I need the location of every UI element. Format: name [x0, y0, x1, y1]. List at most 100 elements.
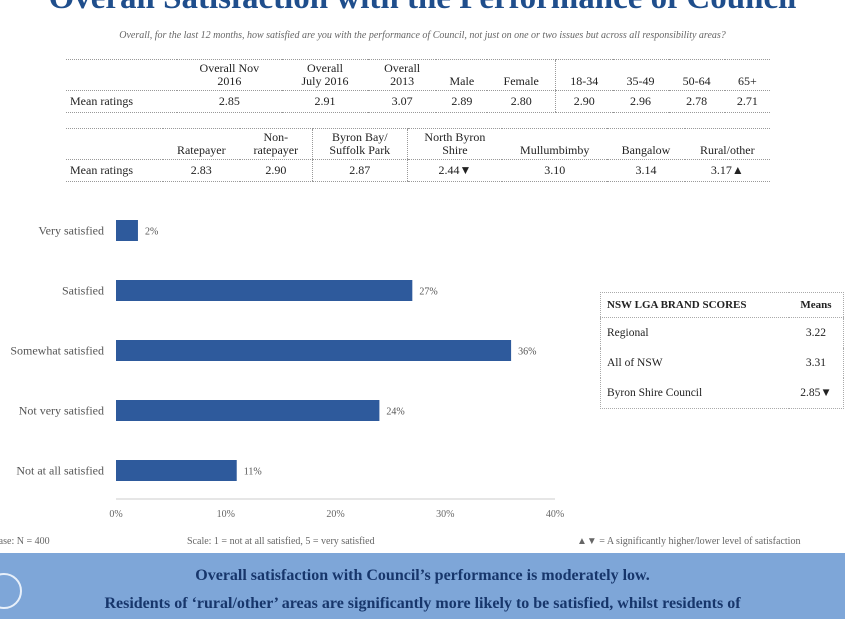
page-title: Overall Satisfaction with the Performanc… — [0, 0, 845, 17]
value-label: 11% — [244, 467, 262, 478]
summary-line-2: Residents of ‘rural/other’ areas are sig… — [104, 595, 741, 612]
summary-line-1: Overall satisfaction with Council’s perf… — [195, 567, 650, 584]
brand-label: Byron Shire Council — [607, 387, 703, 399]
tick-label: 30% — [436, 509, 454, 520]
column-header: 35-49 — [612, 59, 669, 91]
tick-label: 0% — [109, 509, 122, 520]
footnote-base: Base: N = 400 — [0, 536, 50, 547]
table-header-row: Ratepayer Non-ratepayer Byron Bay/Suffolk … — [66, 128, 770, 160]
column-header-line: Bangalow — [621, 143, 671, 157]
column-header: Ratepayer — [162, 128, 240, 160]
table-cell: 2.89 — [436, 90, 488, 113]
category-label: Very satisfied — [38, 224, 104, 238]
column-header-line: 65+ — [737, 74, 757, 88]
bar — [116, 400, 380, 421]
column-header-line: Ratepayer — [176, 143, 226, 157]
column-header-line: 2016 — [217, 74, 242, 88]
value-label: 27% — [419, 287, 437, 298]
survey-question: Overall, for the last 12 months, how sat… — [119, 30, 726, 41]
column-header-line: Rural/other — [699, 143, 755, 157]
category-label: Not at all satisfied — [16, 464, 104, 478]
table-cell: 2.80 — [487, 90, 556, 113]
table-cell: 2.90 — [239, 159, 313, 182]
column-header: 50-64 — [668, 59, 725, 91]
value-label: 2% — [145, 227, 158, 238]
column-header-line: Female — [503, 74, 539, 88]
table-cell: 3.10 — [502, 159, 608, 182]
table-row: Byron Shire Council 2.85▼ — [601, 378, 844, 409]
column-header: 65+ — [724, 59, 770, 91]
column-header-line: Overall — [384, 61, 421, 75]
table-row: Regional 3.22 — [601, 318, 844, 349]
column-header-line: 18-34 — [570, 74, 599, 88]
column-header: 18-34 — [555, 59, 613, 91]
table-row: All of NSW 3.31 — [601, 348, 844, 378]
satisfaction-bar-chart: Very satisfied 2% Satisfied 27% Somewhat sat… — [10, 220, 564, 520]
column-header-line: Suffolk Park — [329, 143, 391, 157]
column-header-line: Non- — [263, 130, 289, 144]
column-header-line: Male — [449, 74, 475, 88]
table-cell: 2.90 — [555, 90, 613, 113]
column-header: Non-ratepayer — [239, 128, 313, 160]
column-header-line: Shire — [442, 143, 468, 157]
column-header: Overall Nov 2016 — [176, 59, 283, 91]
column-header: Overall 2013 — [367, 59, 437, 91]
footnote-significance: ▲▼ = A significantly higher/lower level … — [577, 536, 801, 547]
brand-label: Regional — [607, 327, 649, 339]
bar — [116, 340, 512, 361]
table-cell: 3.07 — [367, 90, 437, 113]
bar — [116, 220, 138, 241]
column-header-line: Overall — [306, 61, 343, 75]
column-header-line: 2013 — [390, 74, 415, 88]
column-header: Female — [487, 59, 556, 91]
category-label: Somewhat satisfied — [10, 344, 104, 358]
table-cell: 2.87 — [311, 159, 408, 182]
table-cell: 2.96 — [612, 90, 669, 113]
column-header-line: Overall Nov — [199, 61, 260, 75]
row-label: Mean ratings — [66, 159, 163, 182]
column-header-line: 50-64 — [682, 74, 711, 88]
category-label: Satisfied — [62, 284, 104, 298]
means-header: Means — [788, 292, 844, 318]
brand-value: 3.22 — [805, 327, 827, 339]
mean-ratings-table-1: Overall Nov 2016 Overall July 2016 Overall 20… — [66, 59, 770, 113]
tick-label: 40% — [546, 509, 564, 520]
table-header-row: Overall Nov 2016 Overall July 2016 Overall 20… — [66, 59, 770, 91]
table-row: Mean ratings 2.85 2.91 3.07 2.89 2.80 2.90 2.96… — [66, 90, 770, 113]
bar — [116, 460, 237, 481]
mean-ratings-table-2: Ratepayer Non-ratepayer Byron Bay/Suffolk … — [66, 128, 770, 182]
column-header-line: North Byron — [424, 130, 486, 144]
column-header-line: July 2016 — [301, 74, 349, 88]
column-header-line: ratepayer — [253, 143, 299, 157]
brand-scores-table: NSW LGA BRAND SCORES Means Regional 3.22… — [600, 292, 844, 409]
bar — [116, 280, 413, 301]
table-cell: 2.78 — [668, 90, 725, 113]
column-header-line: Byron Bay/ — [331, 130, 388, 144]
value-label: 24% — [386, 407, 404, 418]
table-cell: 2.85 — [176, 90, 283, 113]
table-cell: 2.44▼ — [406, 159, 503, 182]
brand-value: 3.31 — [805, 357, 827, 369]
column-header: Male — [436, 59, 488, 91]
tick-label: 20% — [326, 509, 344, 520]
column-header: Bangalow — [607, 128, 685, 160]
column-header: Mullumbimby — [502, 128, 608, 160]
table-cell: 2.83 — [162, 159, 240, 182]
table-cell: 3.17▲ — [684, 159, 770, 182]
brand-value: 2.85▼ — [800, 387, 832, 399]
value-label: 36% — [518, 347, 536, 358]
column-header: Rural/other — [684, 128, 770, 160]
brand-scores-header: NSW LGA BRAND SCORES — [600, 292, 789, 318]
category-label: Not very satisfied — [19, 404, 104, 418]
row-label: Mean ratings — [66, 90, 177, 113]
summary-banner: Overall satisfaction with Council’s perf… — [0, 553, 845, 619]
column-header: Byron Bay/Suffolk Park — [311, 128, 408, 160]
column-header-line: 35-49 — [626, 74, 655, 88]
table-row: Mean ratings 2.83 2.90 2.87 2.44▼ 3.10 3.14 3.1… — [66, 159, 770, 182]
table-cell: 2.91 — [282, 90, 368, 113]
column-header: North Byron Shire — [406, 128, 503, 160]
table-cell: 2.71 — [724, 90, 770, 113]
footnote-scale: Scale: 1 = not at all satisfied, 5 = ver… — [187, 536, 375, 547]
column-header-line: Mullumbimby — [520, 143, 590, 157]
brand-label: All of NSW — [607, 357, 663, 369]
